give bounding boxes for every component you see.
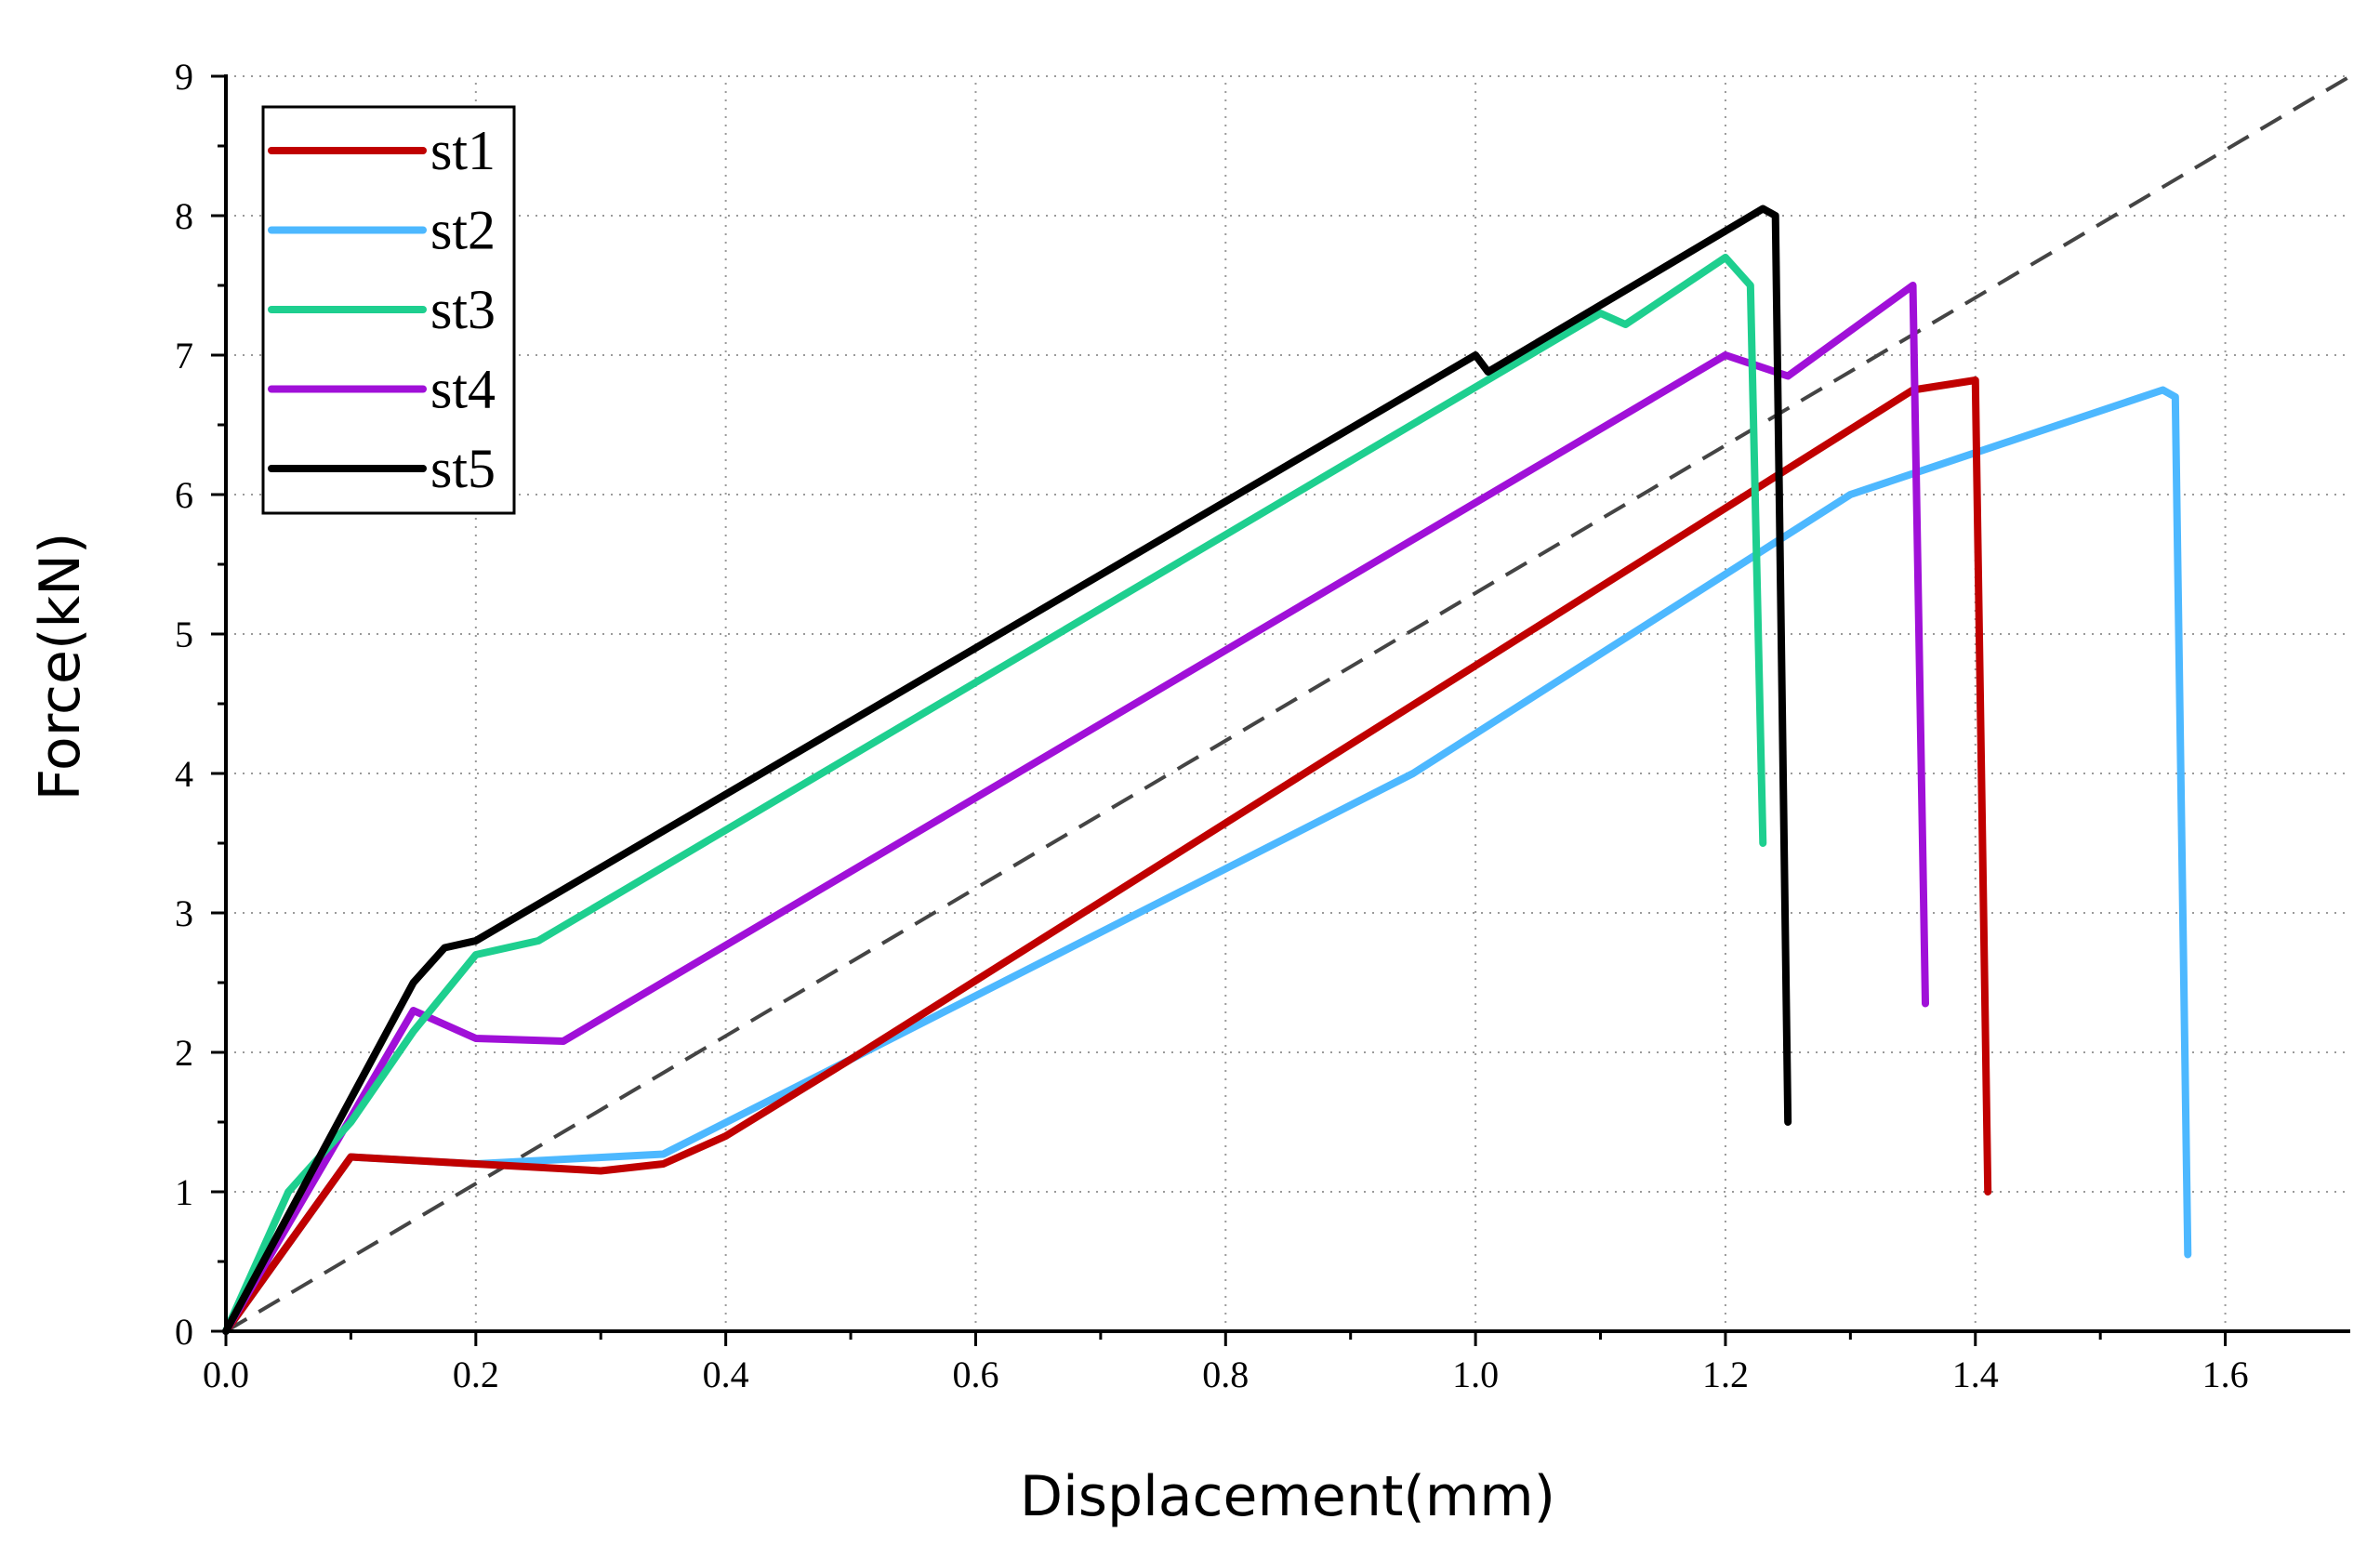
y-tick-label: 6 — [175, 474, 193, 516]
y-axis-title: Force(kN) — [28, 533, 93, 801]
y-tick-label: 5 — [175, 614, 193, 655]
x-tick-label: 0.0 — [203, 1354, 249, 1395]
y-tick-label: 9 — [175, 56, 193, 98]
axes — [211, 74, 2350, 1346]
x-axis-title: Displacement(mm) — [1020, 1464, 1555, 1529]
x-tick-label: 1.0 — [1452, 1354, 1499, 1395]
y-tick-label: 4 — [175, 753, 193, 795]
y-tick-label: 8 — [175, 195, 193, 237]
series-line-st1 — [222, 377, 1992, 1335]
legend-label-st2: st2 — [430, 200, 496, 261]
legend: st1 st2 st3 st4 st5 — [261, 105, 516, 515]
series-layer — [222, 205, 2192, 1335]
legend-label-st1: st1 — [430, 120, 496, 181]
reference-line-layer — [224, 74, 2352, 1333]
series-line-st5 — [222, 205, 1792, 1335]
y-tick-label: 7 — [175, 335, 193, 377]
legend-label-st3: st3 — [430, 279, 496, 340]
y-tick-label: 3 — [175, 892, 193, 934]
x-tick-label: 0.8 — [1202, 1354, 1249, 1395]
x-tick-label: 1.4 — [1952, 1354, 1999, 1395]
x-tick-label: 0.4 — [703, 1354, 749, 1395]
x-tick-label: 1.2 — [1702, 1354, 1749, 1395]
x-tick-label: 1.6 — [2202, 1354, 2249, 1395]
y-tick-label: 2 — [175, 1032, 193, 1074]
y-tick-label: 1 — [175, 1171, 193, 1213]
x-tick-label: 0.2 — [453, 1354, 499, 1395]
legend-label-st5: st5 — [430, 438, 496, 499]
tick-labels: 0.0 0.2 0.4 0.6 0.8 1.0 1.2 1.4 1.6 0 1 2 3 4 5 6 7 8 9 — [175, 56, 2249, 1395]
legend-label-st4: st4 — [430, 359, 496, 420]
x-tick-label: 0.6 — [952, 1354, 998, 1395]
y-tick-label: 0 — [175, 1311, 193, 1353]
reference-dashed-line — [224, 74, 2352, 1333]
series-line-st2 — [222, 386, 2192, 1335]
